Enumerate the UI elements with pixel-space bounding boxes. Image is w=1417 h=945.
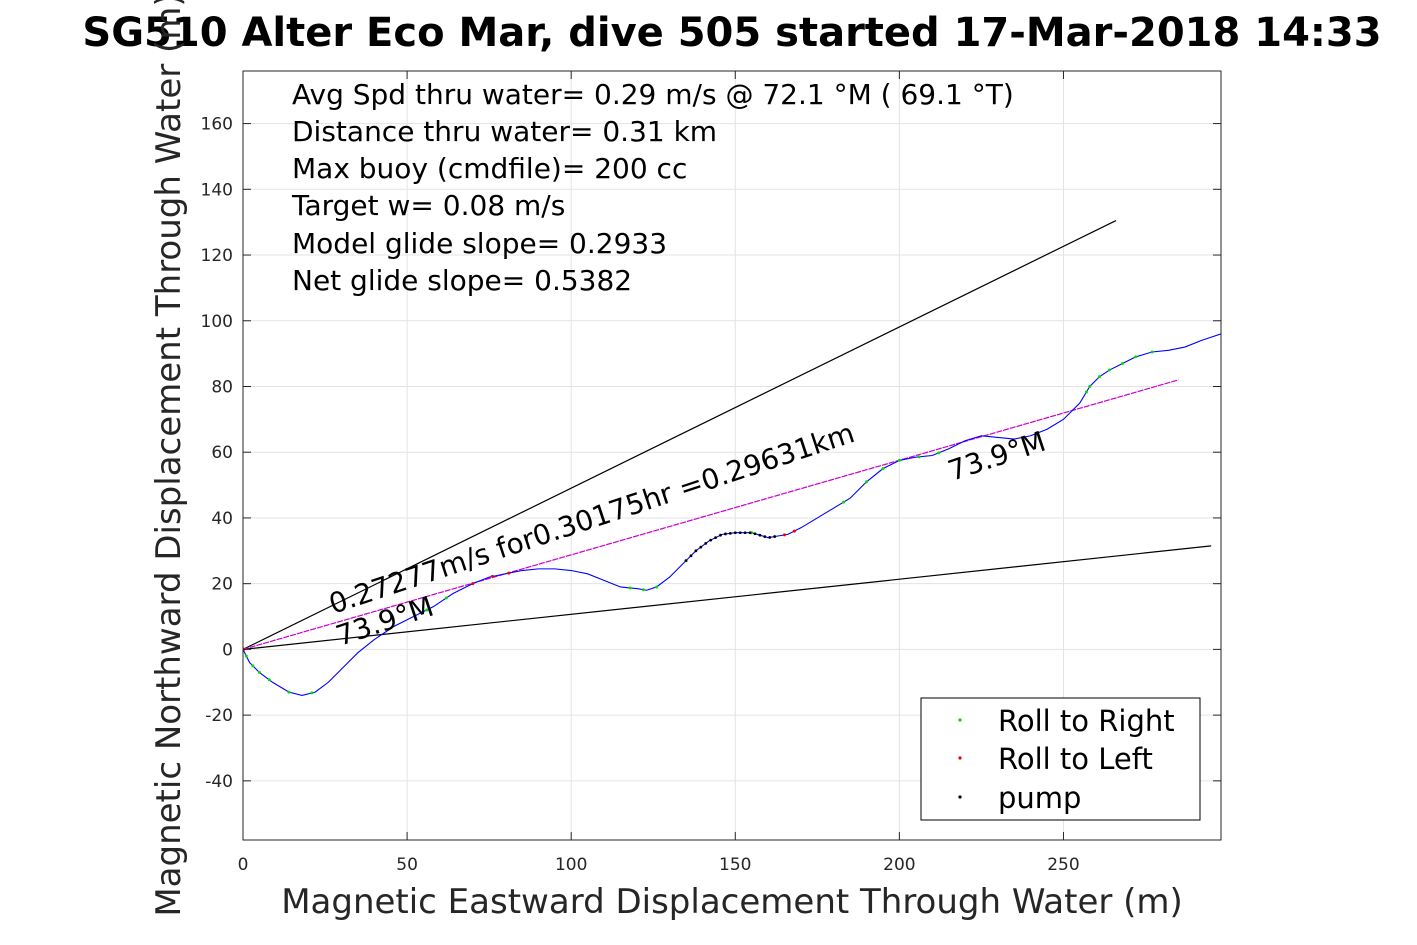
heading-line: [243, 379, 1179, 650]
annotation-net-glide-slope: Net glide slope= 0.5382: [292, 264, 632, 297]
chart-title: SG510 Alter Eco Mar, dive 505 started 17…: [82, 10, 1381, 56]
roll-right-marker: [865, 480, 869, 484]
pump-marker: [719, 533, 722, 537]
annotation-max-buoy: Max buoy (cmdfile)= 200 cc: [292, 152, 687, 185]
roll-right-marker: [244, 654, 248, 658]
legend: Roll to Right Roll to Left pump: [920, 697, 1201, 821]
x-tick-label: 150: [719, 855, 751, 875]
roll-right-marker: [917, 455, 921, 459]
roll-right-marker: [1121, 361, 1125, 365]
pump-marker: [733, 531, 737, 535]
track-line: [243, 333, 1221, 696]
y-tick-label: 100: [201, 312, 233, 332]
x-tick-label: 50: [396, 855, 418, 875]
roll-right-marker: [842, 500, 846, 504]
roll-right-marker: [628, 586, 632, 590]
y-tick-label: 120: [201, 246, 233, 266]
roll-right-marker: [287, 690, 291, 694]
roll-right-marker: [310, 691, 314, 695]
roll-right-marker: [937, 451, 941, 455]
y-tick-label: 80: [211, 377, 233, 397]
pump-marker: [704, 542, 708, 545]
x-tick-label: 100: [555, 855, 587, 875]
roll-right-marker: [444, 596, 448, 600]
legend-label-roll-right: Roll to Right: [998, 704, 1175, 738]
y-axis-label: Magnetic Northward Displacement Through …: [149, 0, 189, 917]
plot-markers: [243, 350, 1154, 695]
upper-envelope-line: [243, 219, 1117, 650]
pump-marker: [699, 545, 703, 549]
roll-right-marker: [257, 670, 261, 674]
roll-right-marker: [425, 608, 429, 612]
roll-right-marker: [655, 585, 659, 589]
pump-marker: [694, 549, 698, 553]
annotation-distance: Distance thru water= 0.31 km: [292, 115, 717, 148]
axis-ticks: 0 50 100 150 200 250 -40 -20 0 20 40 60 80 100 120 140 1…: [201, 71, 1221, 875]
roll-right-marker: [251, 664, 255, 668]
pump-marker: [709, 538, 713, 542]
legend-box: [920, 697, 1201, 821]
y-tick-label: 140: [201, 180, 233, 200]
y-tick-label: 20: [211, 575, 233, 595]
pump-marker: [768, 535, 772, 539]
roll-right-marker: [1088, 384, 1092, 388]
pump-marker: [684, 559, 688, 563]
roll-right-marker: [641, 588, 645, 592]
pump-marker: [758, 533, 762, 537]
roll-left-marker: [471, 582, 475, 586]
y-tick-label: 40: [211, 509, 233, 529]
y-tick-label: -20: [205, 706, 233, 726]
roll-left-marker: [783, 533, 787, 537]
annotation-target-w: Target w= 0.08 m/s: [291, 189, 565, 222]
y-tick-label: -40: [205, 772, 233, 792]
pump-marker: [714, 536, 717, 540]
legend-marker-roll-left: [958, 756, 962, 760]
roll-left-marker: [507, 571, 511, 575]
x-tick-label: 200: [883, 855, 915, 875]
legend-marker-roll-right: [958, 718, 962, 722]
annotation-model-glide-slope: Model glide slope= 0.2933: [292, 227, 667, 260]
y-tick-label: 60: [211, 443, 233, 463]
x-tick-label: 250: [1047, 855, 1079, 875]
plot-lines: [243, 219, 1221, 696]
roll-left-marker: [490, 574, 494, 578]
pump-marker: [743, 531, 747, 535]
roll-right-marker: [267, 678, 271, 682]
lower-envelope-line: [243, 545, 1212, 650]
pump-marker: [763, 535, 767, 539]
pump-marker: [728, 531, 732, 535]
y-tick-label: 0: [222, 640, 233, 660]
legend-label-pump: pump: [998, 781, 1081, 815]
x-axis-label: Magnetic Eastward Displacement Through W…: [281, 882, 1183, 922]
pump-marker: [689, 554, 693, 558]
roll-right-marker: [881, 467, 885, 471]
pump-marker: [748, 531, 752, 535]
roll-right-marker: [1084, 390, 1088, 394]
roll-right-marker: [1107, 368, 1111, 372]
y-tick-label: 160: [201, 115, 233, 135]
roll-left-marker: [792, 529, 796, 533]
roll-right-marker: [1098, 375, 1102, 379]
legend-label-roll-left: Roll to Left: [998, 742, 1153, 776]
pump-marker: [738, 531, 742, 535]
plot-frame: [242, 70, 1222, 841]
annotation-avg-speed: Avg Spd thru water= 0.29 m/s @ 72.1 °M (…: [292, 78, 1014, 111]
x-tick-label: 0: [238, 855, 249, 875]
roll-right-marker: [897, 458, 901, 462]
pump-marker: [753, 532, 757, 536]
pump-marker: [724, 532, 727, 536]
legend-marker-pump: [958, 795, 962, 799]
roll-right-marker: [1150, 350, 1154, 354]
pump-marker: [773, 535, 777, 538]
roll-right-marker: [1134, 355, 1138, 359]
